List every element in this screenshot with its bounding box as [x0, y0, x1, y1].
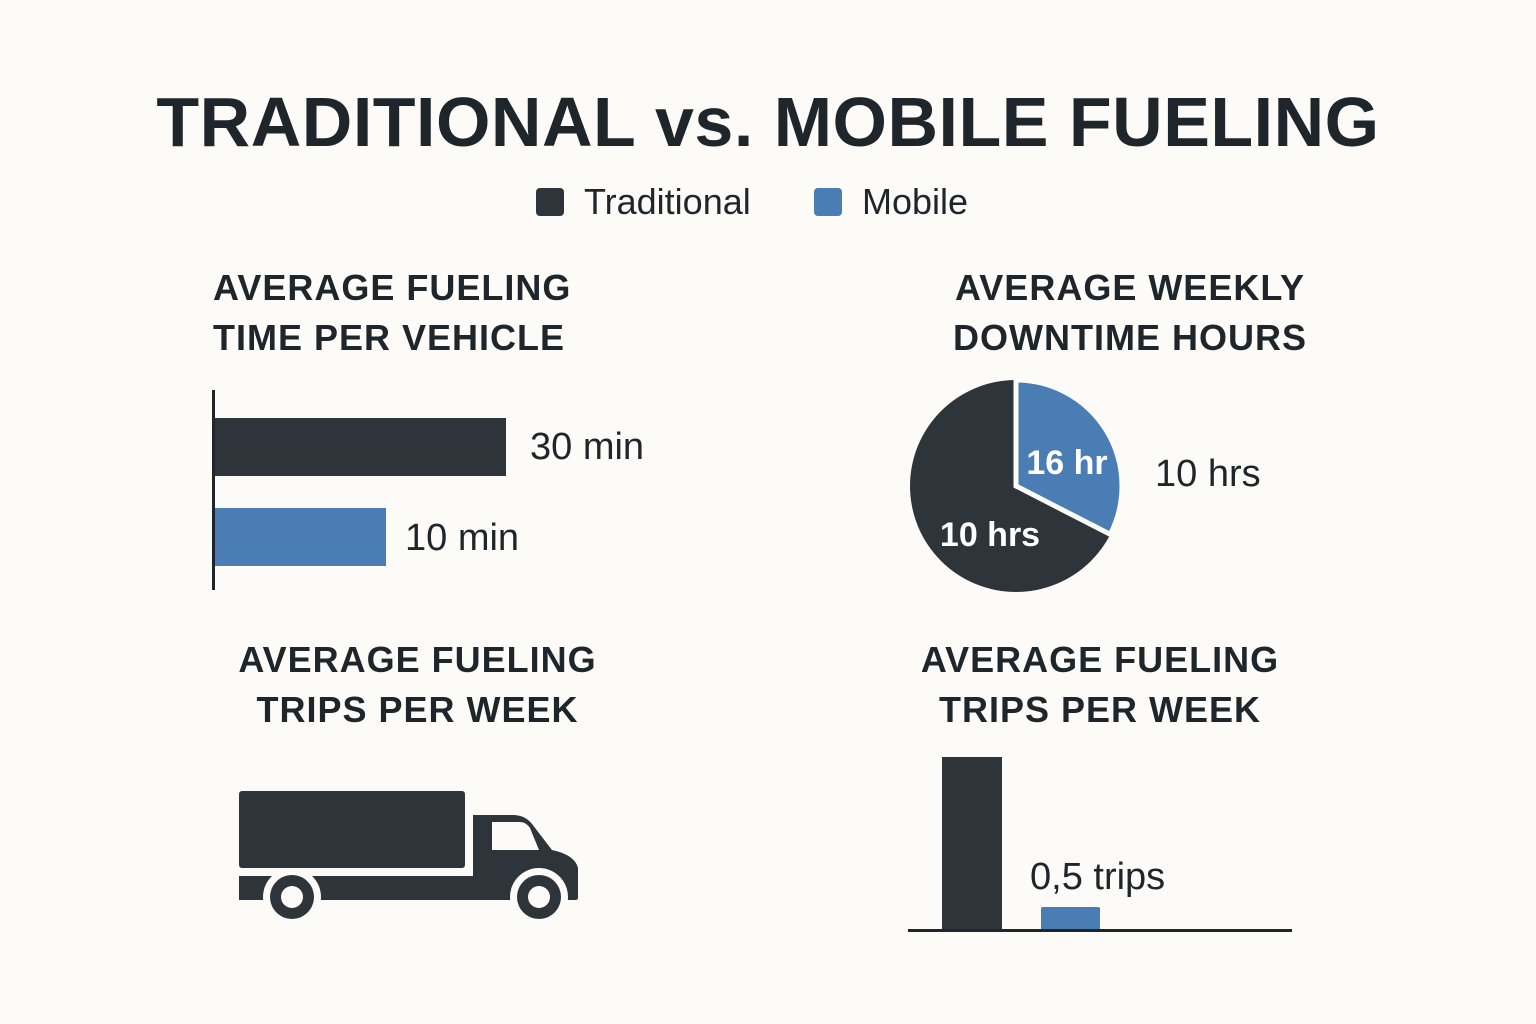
value-label-traditional: 30 min [530, 426, 645, 468]
legend-label-mobile: Mobile [862, 181, 969, 222]
value-label-mobile: 10 min [405, 517, 520, 559]
heading-line: AVERAGE FUELING [238, 639, 597, 680]
heading-line: DOWNTIME HOURS [953, 317, 1307, 358]
legend-item-traditional: Traditional [536, 180, 751, 224]
bar-traditional-fueling-time [215, 418, 506, 476]
legend-label-traditional: Traditional [584, 181, 751, 222]
heading-line: TRIPS PER WEEK [938, 689, 1262, 730]
truck-icon [239, 791, 578, 925]
heading-line: TIME PER VEHICLE [213, 317, 566, 358]
legend-swatch-traditional [536, 188, 564, 216]
heading-line: AVERAGE WEEKLY [954, 267, 1306, 308]
heading-line: AVERAGE FUELING [213, 267, 572, 308]
panel-downtime-heading: AVERAGE WEEKLY DOWNTIME HOURS [940, 263, 1320, 363]
legend-item-mobile: Mobile [814, 180, 968, 224]
panel-trips-icon-heading: AVERAGE FUELING TRIPS PER WEEK [220, 635, 615, 735]
panel-fueling-time-heading: AVERAGE FUELING TIME PER VEHICLE [213, 263, 571, 363]
pie-slice-mobile [1013, 377, 1125, 538]
value-label-mobile-trips: 0,5 trips [1030, 856, 1166, 898]
downtime-side-label: 10 hrs [1155, 453, 1261, 495]
heading-line: AVERAGE FUELING [920, 639, 1280, 680]
infographic-title: TRADITIONAL vs. MOBILE FUELING [156, 83, 1380, 161]
panel-trips-chart-heading: AVERAGE FUELING TRIPS PER WEEK [900, 635, 1300, 735]
heading-line: TRIPS PER WEEK [256, 689, 579, 730]
legend: Traditional Mobile [0, 180, 1536, 224]
pie-label-traditional: 10 hrs [940, 516, 1040, 554]
pie-label-mobile: 16 hr [1026, 444, 1107, 482]
fueling-time-axis [212, 390, 215, 590]
bar-traditional-trips [942, 757, 1002, 930]
bar-mobile-fueling-time [215, 508, 386, 566]
trips-chart-baseline [908, 929, 1292, 932]
legend-swatch-mobile [814, 188, 842, 216]
downtime-pie-chart: 16 hr 10 hrs [910, 377, 1125, 592]
bar-mobile-trips [1041, 907, 1100, 930]
